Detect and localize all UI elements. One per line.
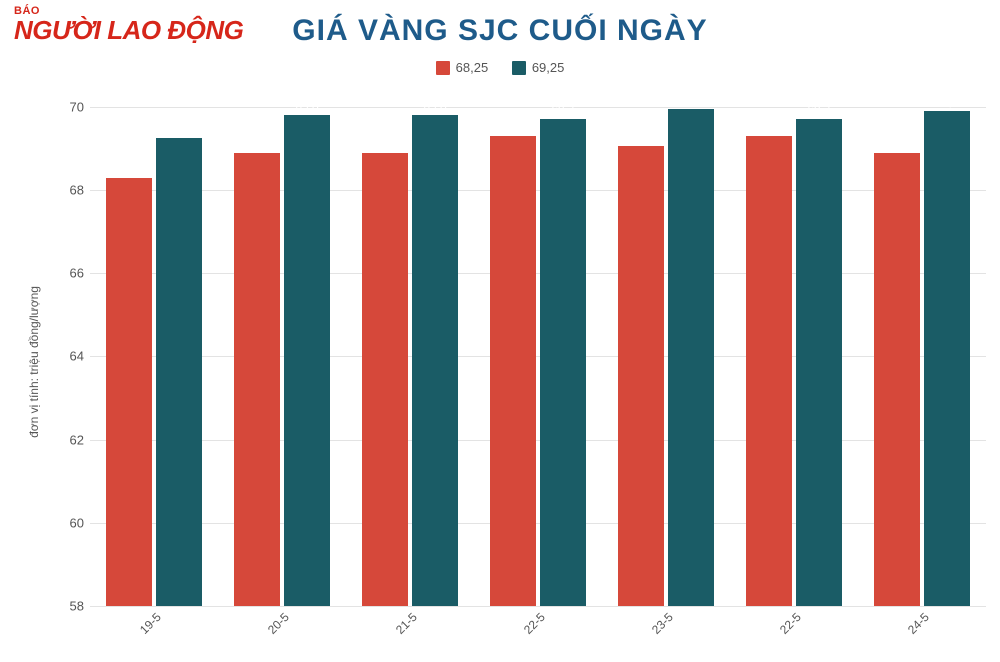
y-tick-label: 68 <box>54 183 84 198</box>
bar-value-label: 69,95 <box>661 93 721 107</box>
x-tick-label: 22-5 <box>521 610 548 637</box>
y-axis-label: đơn vị tính: triệu đồng/lượng <box>27 286 41 438</box>
bar-value-label: 68,9 <box>355 137 415 151</box>
legend-item-series2: 69,25 <box>512 60 565 75</box>
x-tick-label: 21-5 <box>393 610 420 637</box>
bar-value-label: 69,8 <box>405 99 465 113</box>
y-tick-label: 66 <box>54 266 84 281</box>
legend-item-series1: 68,25 <box>436 60 489 75</box>
y-tick-label: 62 <box>54 432 84 447</box>
bar-value-label: 69,3 <box>483 120 543 134</box>
plot-region: 68,3 69,25 68,9 69,8 68,9 69,8 69,3 69,7 69,05 69… <box>90 86 986 607</box>
gridline <box>90 606 986 607</box>
bar-value-label: 68,9 <box>867 137 927 151</box>
bar-value-label: 69,3 <box>739 120 799 134</box>
x-tick-label: 22-5 <box>777 610 804 637</box>
bar-series2 <box>156 138 202 606</box>
gridline <box>90 356 986 357</box>
bar-series1 <box>362 153 408 606</box>
chart-title: GIÁ VÀNG SJC CUỐI NGÀY <box>0 14 1000 48</box>
bar-series1 <box>234 153 280 606</box>
bar-value-label: 69,8 <box>277 99 337 113</box>
gridline <box>90 190 986 191</box>
bar-series2 <box>924 111 970 606</box>
bar-series1 <box>490 136 536 606</box>
legend-label-series1: 68,25 <box>456 60 489 75</box>
bar-value-label: 69,9 <box>917 95 977 109</box>
x-tick-label: 20-5 <box>265 610 292 637</box>
bar-series2 <box>668 109 714 606</box>
y-tick-label: 60 <box>54 515 84 530</box>
bar-series1 <box>106 178 152 606</box>
x-tick-label: 24-5 <box>905 610 932 637</box>
legend-label-series2: 69,25 <box>532 60 565 75</box>
bar-series2 <box>540 119 586 606</box>
bar-value-label: 68,3 <box>99 162 159 176</box>
bar-value-label: 69,25 <box>149 122 209 136</box>
x-tick-label: 23-5 <box>649 610 676 637</box>
bar-series2 <box>284 115 330 606</box>
bar-series1 <box>746 136 792 606</box>
gridline <box>90 523 986 524</box>
bar-value-label: 69,7 <box>789 103 849 117</box>
y-tick-label: 70 <box>54 99 84 114</box>
gridline <box>90 440 986 441</box>
chart-area: đơn vị tính: triệu đồng/lượng 68,369,256… <box>34 86 994 638</box>
y-tick-label: 58 <box>54 599 84 614</box>
x-tick-label: 19-5 <box>137 610 164 637</box>
bar-value-label: 69,7 <box>533 103 593 117</box>
bar-value-label: 69,05 <box>611 130 671 144</box>
y-tick-label: 64 <box>54 349 84 364</box>
bar-series2 <box>796 119 842 606</box>
bar-series1 <box>874 153 920 606</box>
bar-series2 <box>412 115 458 606</box>
legend-swatch-series2 <box>512 61 526 75</box>
gridline <box>90 273 986 274</box>
chart-legend: 68,25 69,25 <box>0 60 1000 78</box>
bar-value-label: 68,9 <box>227 137 287 151</box>
legend-swatch-series1 <box>436 61 450 75</box>
bar-series1 <box>618 146 664 606</box>
